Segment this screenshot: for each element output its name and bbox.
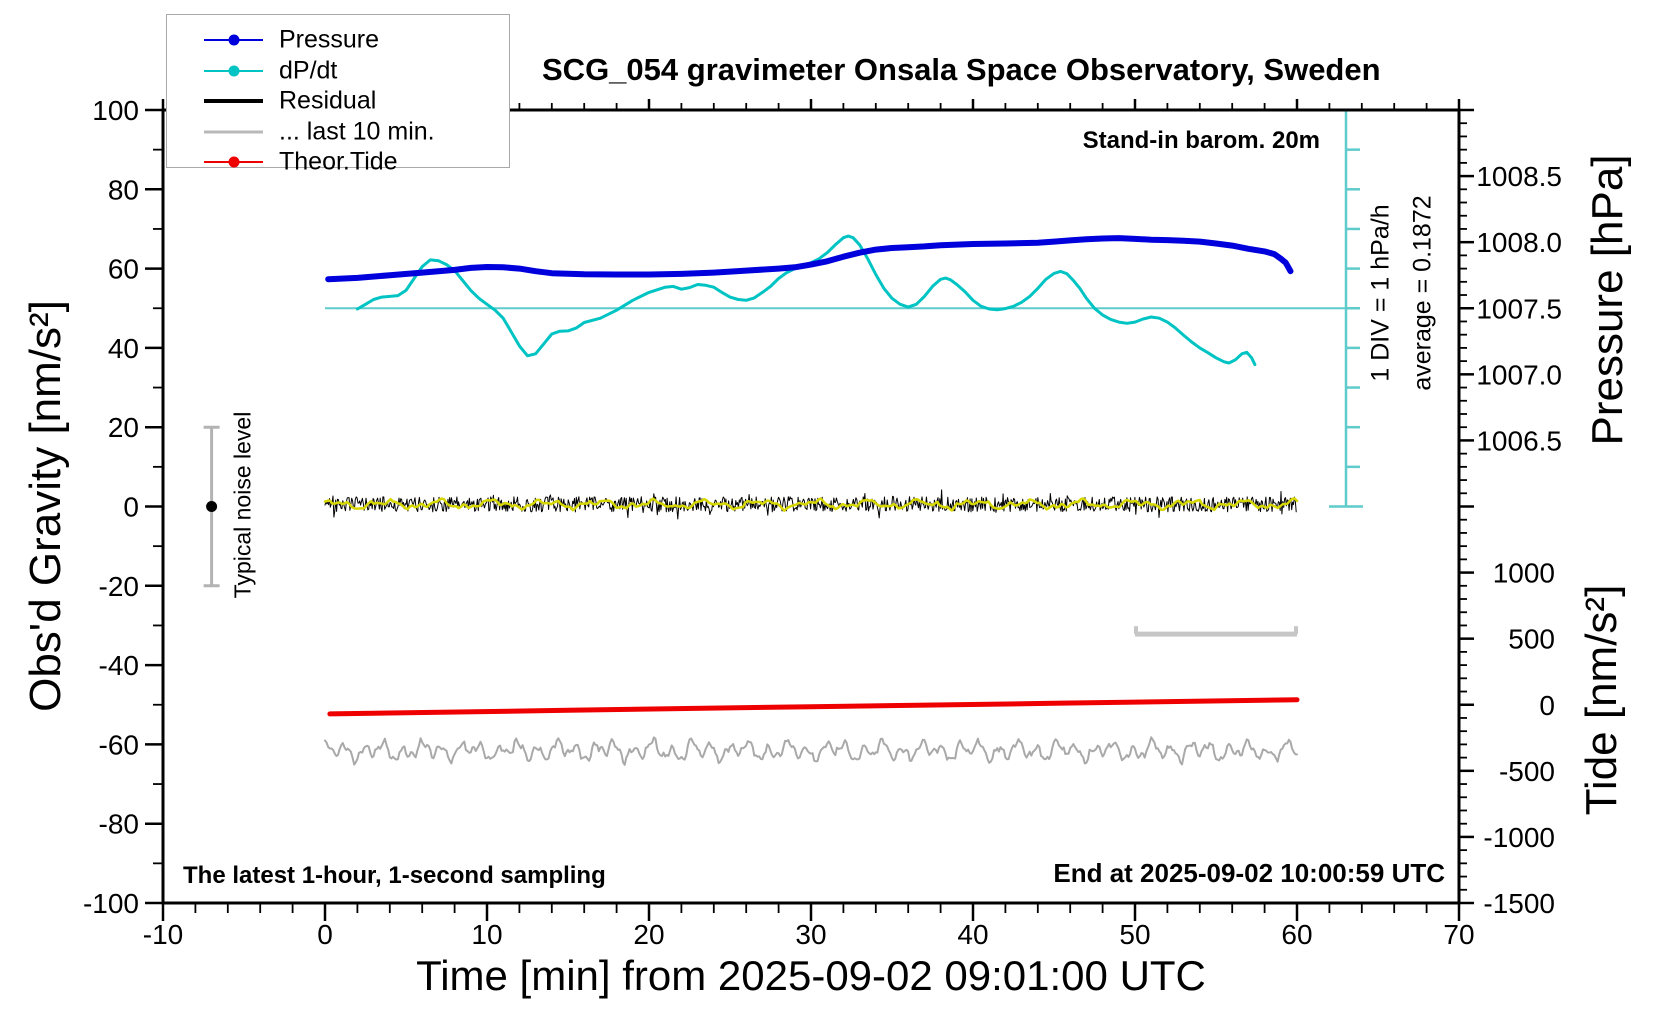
gravity-tick-label: 80 [108, 174, 139, 205]
legend-item: Pressure [167, 25, 509, 55]
legend-marker-dot [228, 34, 239, 46]
gravity-tick-label: -60 [99, 729, 139, 760]
typical-noise-label: Typical noise level [229, 411, 256, 599]
pressure-tick-label: 1006.5 [1476, 425, 1562, 456]
tide-tick-label: 0 [1539, 690, 1555, 721]
standin-annotation: Stand-in barom. 20m [1082, 127, 1320, 154]
legend-item: ... last 10 min. [167, 117, 509, 147]
pressure-curve [325, 235, 1294, 283]
tide-tick-label: 500 [1508, 624, 1555, 655]
tide-axis-title: Tide [nm/s²] [1577, 584, 1626, 816]
gravity-tick-label: -80 [99, 809, 139, 840]
pressure-tick-label: 1008.5 [1476, 161, 1562, 192]
end-time-annotation: End at 2025-09-02 10:00:59 UTC [1053, 858, 1445, 888]
x-tick-label: -10 [143, 919, 183, 950]
pressure-tick-label: 1008.0 [1476, 227, 1562, 258]
tide-tick-label: -1500 [1483, 888, 1555, 919]
gravity-tick-label: -40 [99, 650, 139, 681]
x-tick-label: 40 [957, 919, 988, 950]
legend-marker-dot [228, 156, 239, 168]
legend-item-label: ... last 10 min. [279, 117, 435, 145]
legend: Pressure dP/dt Residual... last 10 min. The… [166, 14, 510, 176]
residual-smooth-curve [323, 497, 1299, 512]
legend-item-label: Pressure [279, 25, 380, 54]
sampling-annotation: The latest 1-hour, 1-second sampling [183, 862, 606, 889]
gravity-axis-title: Obs'd Gravity [nm/s²] [21, 300, 70, 712]
x-tick-label: 20 [633, 919, 664, 950]
dpdt-curve [355, 234, 1257, 367]
gravity-tick-label: 40 [108, 333, 139, 364]
gravity-tick-label: -20 [99, 571, 139, 602]
x-tick-label: 10 [471, 919, 502, 950]
legend-item-label: Theor.Tide [279, 147, 398, 176]
x-tick-label: 70 [1443, 919, 1474, 950]
noise-errorbar-dot [206, 501, 218, 512]
legend-marker-dot [228, 65, 239, 76]
x-tick-label: 50 [1119, 919, 1150, 950]
pressure-tick-label: 1007.5 [1476, 293, 1562, 324]
gravity-tick-label: -100 [83, 888, 139, 919]
gravity-tick-label: 100 [92, 95, 139, 126]
time-axis-title: Time [min] from 2025-09-02 09:01:00 UTC [416, 952, 1206, 999]
tide-tick-label: -500 [1499, 756, 1555, 787]
div-scale-annotation: 1 DIV = 1 hPa/h [1366, 204, 1395, 382]
average-annotation: average = 0.1872 [1408, 195, 1437, 391]
pressure-axis-title: Pressure [hPa] [1583, 154, 1632, 446]
legend-item: dP/dt [167, 56, 509, 86]
x-tick-label: 0 [317, 919, 333, 950]
legend-item: Theor.Tide [167, 147, 509, 177]
tide-tick-label: 1000 [1493, 558, 1555, 589]
tide-tick-label: -1000 [1483, 822, 1555, 853]
tide-curve [327, 697, 1300, 717]
legend-item-label: Residual [279, 86, 377, 115]
chart-title: SCG_054 gravimeter Onsala Space Observat… [542, 52, 1381, 87]
gravity-tick-label: 0 [123, 492, 139, 523]
legend-item: Residual [167, 86, 509, 116]
gravity-tick-label: 20 [108, 412, 139, 443]
gravity-tick-label: 60 [108, 254, 139, 285]
legend-item-label: dP/dt [279, 56, 338, 84]
pressure-tick-label: 1007.0 [1476, 359, 1562, 390]
x-tick-label: 30 [795, 919, 826, 950]
x-tick-label: 60 [1281, 919, 1312, 950]
last10min-curve [324, 736, 1298, 766]
